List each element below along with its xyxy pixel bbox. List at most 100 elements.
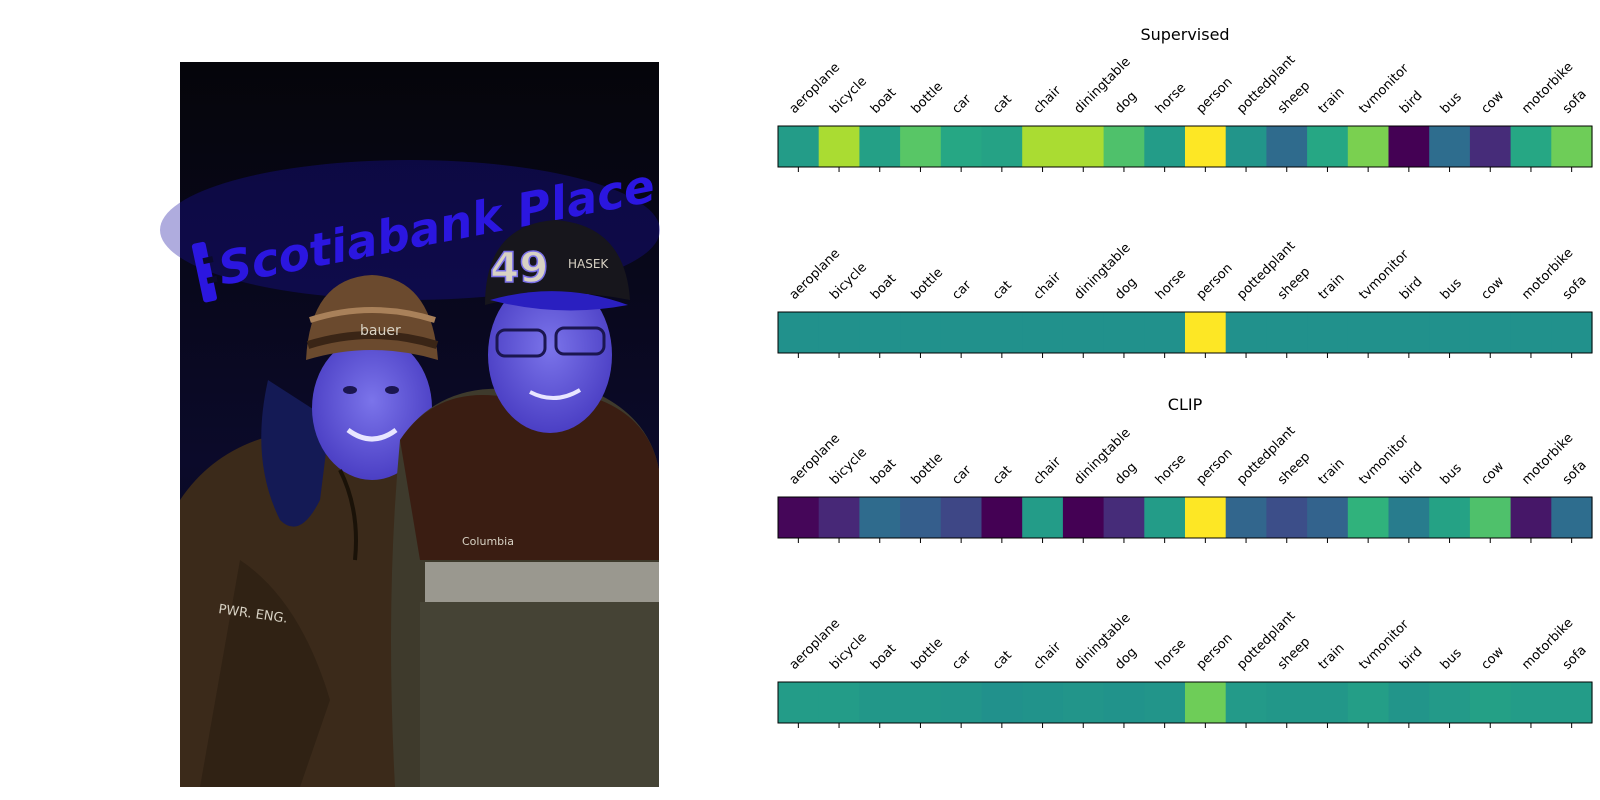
heatmap-cell <box>1347 682 1390 723</box>
tick-label: cat <box>990 463 1015 488</box>
heatmap-cell <box>1144 126 1186 167</box>
heatmap-cell <box>1307 682 1349 723</box>
heatmap-cell <box>1266 312 1308 353</box>
tick-label: car <box>949 462 975 488</box>
heatmap-cell <box>1185 312 1227 353</box>
right-person-jacket-dark <box>400 395 659 560</box>
tick-label: dog <box>1112 275 1140 303</box>
tick-label: sheep <box>1275 449 1313 487</box>
heatmap-cell <box>1347 126 1390 167</box>
heatmap-cell <box>1388 682 1430 723</box>
left-person-eye <box>343 386 357 394</box>
heatmap-cell <box>859 497 901 538</box>
heatmap-cell <box>1510 497 1552 538</box>
left-person-beanie-band <box>306 331 439 349</box>
tick-label: boat <box>868 86 899 117</box>
tick-label: bird <box>1397 644 1425 672</box>
heatmap-cell <box>818 682 860 723</box>
heatmap-cell <box>1429 497 1471 538</box>
tick-label: bus <box>1438 461 1465 488</box>
tick-label: chair <box>1031 454 1065 488</box>
heatmap-cell <box>1307 126 1349 167</box>
tick-label: car <box>949 647 975 673</box>
tick-label: train <box>1316 85 1348 117</box>
heatmap-cell <box>818 312 860 353</box>
tick-label: sofa <box>1560 273 1590 303</box>
heatmap-cell <box>1022 312 1064 353</box>
heatmap-cell <box>1469 312 1512 353</box>
tick-label: bottle <box>909 635 946 672</box>
heatmap-cell <box>778 312 820 353</box>
heatmap-cell <box>1469 682 1512 723</box>
heatmap-cell <box>1103 126 1145 167</box>
heatmap-frame <box>777 496 1593 539</box>
heatmap-cell <box>1469 126 1512 167</box>
heatmap-cell <box>900 126 942 167</box>
photo-panel: Scotiabank Place bauer PWR. ENG. Columbi… <box>160 62 660 787</box>
right-person-glasses <box>495 328 547 358</box>
tick-label: bus <box>1438 90 1465 117</box>
heatmap-cell <box>940 312 983 353</box>
cap-number: 49 <box>490 243 548 292</box>
tick-label: train <box>1316 271 1348 303</box>
beanie-text: bauer <box>360 323 401 339</box>
left-person-smile <box>346 427 398 442</box>
heatmap-cell <box>1103 682 1145 723</box>
heatmap-cell <box>1510 126 1552 167</box>
heatmap-frame <box>777 311 1593 354</box>
right-person-smile <box>529 388 582 400</box>
left-person-beanie-stripe <box>309 307 436 323</box>
tick-label: sofa <box>1560 458 1590 488</box>
tick-label: dog <box>1112 89 1140 117</box>
heatmap-cell <box>1388 497 1430 538</box>
heatmap-cell <box>1144 312 1186 353</box>
tick-label: boat <box>868 457 899 488</box>
heatmap-cell <box>818 126 860 167</box>
tick-label: person <box>1194 446 1236 488</box>
tick-label: train <box>1316 456 1348 488</box>
heatmap-cell <box>1429 312 1471 353</box>
heatmap-cell <box>778 126 820 167</box>
tick-label: horse <box>1153 81 1189 117</box>
heatmap-cell <box>1185 497 1227 538</box>
tick-label: bus <box>1438 276 1465 303</box>
heatmap-cell <box>778 682 820 723</box>
heatmap-cell <box>981 682 1023 723</box>
tick-label: sheep <box>1275 264 1313 302</box>
heatmap-cell <box>1388 126 1430 167</box>
brand-text: Columbia <box>462 535 514 548</box>
heatmap-cell <box>981 497 1023 538</box>
heatmap-cell <box>1266 126 1308 167</box>
right-person-cap <box>485 220 630 305</box>
tick-label: sheep <box>1275 634 1313 672</box>
heatmap-cell <box>1062 126 1105 167</box>
heatmap-cell <box>900 497 942 538</box>
tick-label: horse <box>1153 637 1189 673</box>
heatmap-cell <box>1551 312 1593 353</box>
heatmap-cell <box>900 312 942 353</box>
heatmap-cell <box>1469 497 1512 538</box>
heatmap-cell <box>1429 126 1471 167</box>
heatmap-cell <box>1103 312 1145 353</box>
scotiabank-logo-icon <box>191 241 218 303</box>
heatmap-cell <box>1062 312 1105 353</box>
heatmap-cell <box>1510 312 1552 353</box>
heatmap-title: Supervised <box>1140 25 1229 44</box>
heatmap-cell <box>1062 497 1105 538</box>
tick-label: horse <box>1153 452 1189 488</box>
heatmap-cell <box>859 126 901 167</box>
heatmap-cell <box>1022 497 1064 538</box>
heatmap-cell <box>1551 497 1593 538</box>
heatmap-cell <box>1551 126 1593 167</box>
heatmap-cell <box>859 682 901 723</box>
left-person-eye <box>385 386 399 394</box>
heatmap-cell <box>1510 682 1552 723</box>
tick-label: cat <box>990 92 1015 117</box>
heatmap-cell <box>900 682 942 723</box>
tick-label: boat <box>868 272 899 303</box>
tick-label: dog <box>1112 645 1140 673</box>
heatmap-cell <box>1225 312 1267 353</box>
left-person-jacket-shade <box>200 560 330 787</box>
tick-label: chair <box>1031 639 1065 673</box>
